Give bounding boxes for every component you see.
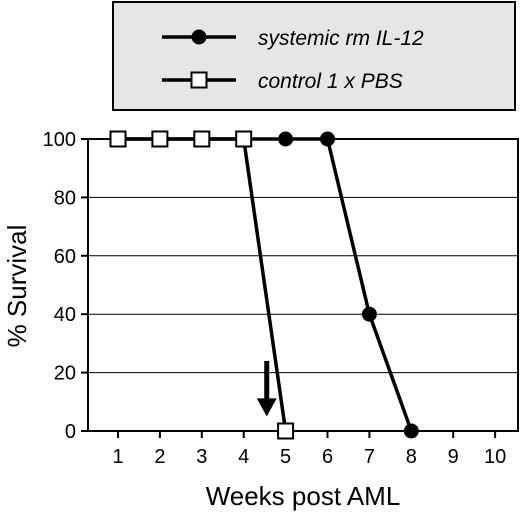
legend-entry-1: systemic rm IL-12 [162,27,424,50]
gridlines [88,196,518,374]
x-tick-label-5: 5 [280,446,291,468]
y-tick-label-80: 80 [54,187,76,209]
legend-box [112,1,516,111]
y-tick-label-100: 100 [43,129,76,151]
y-tick-label-20: 20 [54,363,76,385]
x-tick-label-10: 10 [484,446,506,468]
series-2 [118,137,288,432]
series-2-point-1 [109,130,127,148]
legend-label-1: systemic rm IL-12 [258,27,424,50]
x-tick-label-4: 4 [238,446,249,468]
series-2-line [118,137,288,432]
series-1-point-6 [320,131,335,147]
x-tick-label-3: 3 [196,446,207,468]
series-2-point-4 [235,130,253,148]
legend-marker-1 [191,29,207,45]
plot-frame [87,138,519,432]
y-axis-title: % Survival [2,225,32,348]
series-2-point-5 [277,422,295,440]
legend-marker-2 [190,71,208,89]
legend-entry-2: control 1 x PBS [162,70,403,93]
y-axis: 0 20 40 60 80 100 [43,129,88,443]
arrow-head [256,398,277,417]
x-tick-label-1: 1 [112,446,123,468]
x-axis: 1 2 3 4 5 6 7 8 9 10 [112,431,506,468]
series-2-point-2 [151,130,169,148]
annotation-layer [256,360,277,417]
x-tick-label-8: 8 [406,446,417,468]
arrow-annotation [256,360,277,417]
series-2-markers [109,130,295,440]
series-layer [109,130,419,440]
series-1-point-5 [278,131,294,147]
x-tick-label-6: 6 [322,446,333,468]
x-tick-label-9: 9 [448,446,459,468]
legend: systemic rm IL-12 control 1 x PBS [112,1,516,111]
series-2-point-3 [193,130,211,148]
x-axis-title: Weeks post AML [206,481,401,511]
x-tick-label-2: 2 [154,446,165,468]
y-tick-label-0: 0 [65,421,76,443]
plot-area: 1 2 3 4 5 6 7 8 9 10 0 20 40 60 80 100 [43,129,519,468]
series-1-point-7 [361,306,377,322]
y-tick-label-40: 40 [54,304,76,326]
y-tick-label-60: 60 [54,246,76,268]
series-1-point-8 [403,423,419,439]
x-tick-label-7: 7 [364,446,375,468]
legend-label-2: control 1 x PBS [258,70,403,93]
